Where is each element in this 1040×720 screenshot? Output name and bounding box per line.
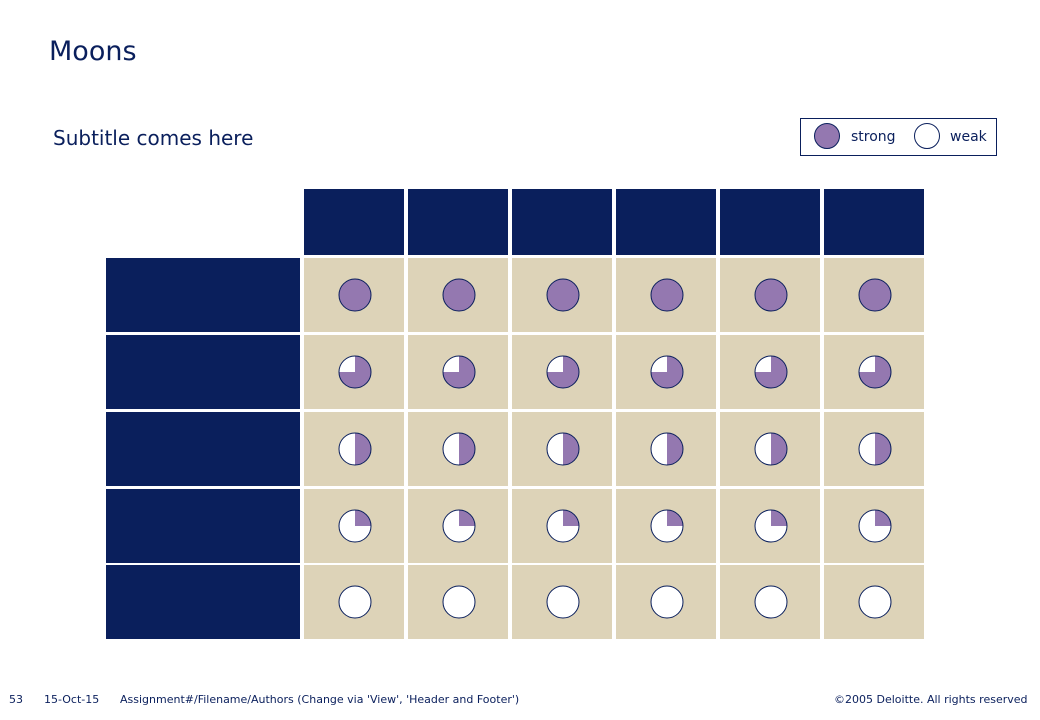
footer-date: 15-Oct-15 — [44, 693, 100, 706]
matrix-cell — [720, 489, 820, 563]
legend-weak-label: weak — [950, 129, 987, 145]
matrix-cell — [720, 565, 820, 639]
matrix-cell — [408, 565, 508, 639]
matrix-cell — [304, 489, 404, 563]
moon-icon — [338, 432, 372, 466]
moon-icon — [650, 278, 684, 312]
moon-icon — [338, 585, 372, 619]
matrix-cell — [512, 258, 612, 332]
matrix-cell — [512, 489, 612, 563]
moon-icon — [546, 432, 580, 466]
legend-box: strong weak — [800, 118, 997, 156]
moon-icon — [858, 355, 892, 389]
moon-icon — [754, 355, 788, 389]
matrix-cell — [304, 565, 404, 639]
matrix-cell — [824, 489, 924, 563]
moon-icon — [754, 509, 788, 543]
footer-copyright: ©2005 Deloitte. All rights reserved — [834, 693, 1028, 706]
matrix-cell — [824, 258, 924, 332]
slide-title: Moons — [49, 36, 137, 67]
matrix-cell — [512, 335, 612, 409]
matrix-cell — [824, 335, 924, 409]
moon-icon — [442, 355, 476, 389]
moon-icon — [754, 432, 788, 466]
moon-icon — [650, 355, 684, 389]
footer-page-number: 53 — [9, 693, 23, 706]
moon-icon — [442, 585, 476, 619]
moon-icon — [858, 509, 892, 543]
matrix-cell — [616, 258, 716, 332]
row-header — [106, 335, 300, 409]
column-header — [720, 189, 820, 255]
matrix-cell — [720, 335, 820, 409]
moon-icon — [442, 278, 476, 312]
matrix-cell — [720, 412, 820, 486]
moon-icon — [650, 509, 684, 543]
matrix-cell — [616, 412, 716, 486]
strong-moon-icon — [814, 123, 840, 149]
matrix-cell — [408, 258, 508, 332]
moon-icon — [546, 585, 580, 619]
legend-strong-label: strong — [851, 129, 896, 145]
matrix-cell — [720, 258, 820, 332]
matrix-cell — [512, 412, 612, 486]
column-header — [824, 189, 924, 255]
moon-icon — [442, 509, 476, 543]
matrix-cell — [408, 489, 508, 563]
matrix-cell — [304, 412, 404, 486]
row-header — [106, 258, 300, 332]
column-header — [616, 189, 716, 255]
matrix-cell — [408, 412, 508, 486]
footer-assignment: Assignment#/Filename/Authors (Change via… — [120, 693, 520, 706]
moon-icon — [858, 432, 892, 466]
moon-icon — [858, 585, 892, 619]
moon-icon — [546, 509, 580, 543]
matrix-cell — [616, 565, 716, 639]
moon-icon — [650, 585, 684, 619]
moon-icon — [650, 432, 684, 466]
moon-icon — [546, 355, 580, 389]
column-header — [304, 189, 404, 255]
weak-moon-icon — [914, 123, 940, 149]
matrix-cell — [616, 489, 716, 563]
moon-icon — [754, 585, 788, 619]
column-header — [408, 189, 508, 255]
slide-subtitle: Subtitle comes here — [53, 126, 254, 150]
matrix-cell — [824, 565, 924, 639]
moon-icon — [546, 278, 580, 312]
matrix-cell — [408, 335, 508, 409]
moon-icon — [858, 278, 892, 312]
moon-icon — [754, 278, 788, 312]
moon-icon — [338, 509, 372, 543]
matrix-cell — [512, 565, 612, 639]
row-header — [106, 489, 300, 563]
matrix-cell — [304, 335, 404, 409]
row-header — [106, 565, 300, 639]
matrix-cell — [616, 335, 716, 409]
matrix-cell — [304, 258, 404, 332]
matrix-cell — [824, 412, 924, 486]
moon-icon — [338, 355, 372, 389]
moon-icon — [338, 278, 372, 312]
row-header — [106, 412, 300, 486]
column-header — [512, 189, 612, 255]
moon-icon — [442, 432, 476, 466]
